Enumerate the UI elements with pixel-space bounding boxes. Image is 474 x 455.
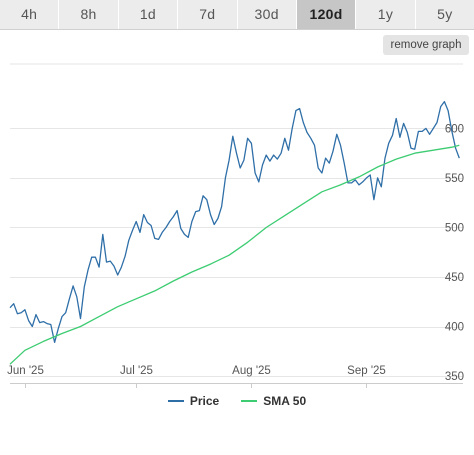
y-tick-label-450: 450 (445, 272, 464, 284)
legend-item-price[interactable]: Price (167, 394, 220, 408)
y-tick-label-500: 500 (445, 222, 464, 234)
tab-1y[interactable]: 1y (356, 0, 416, 29)
tab-4h[interactable]: 4h (0, 0, 60, 29)
legend-swatch-sma50 (241, 400, 258, 402)
legend-label-price: Price (189, 394, 220, 408)
y-tick-label-600: 600 (445, 123, 464, 135)
tab-120d[interactable]: 120d (296, 0, 357, 29)
price-chart: 350 400 450 500 550 600 Jun '25 Jul '25 Aug '25 S… (7, 63, 464, 388)
y-tick-label-550: 550 (445, 173, 464, 185)
chart-legend: Price SMA 50 (0, 392, 474, 410)
legend-item-sma50[interactable]: SMA 50 (241, 394, 306, 408)
y-tick-label-350: 350 (445, 371, 464, 383)
x-tick-label-0: Jun '25 (7, 365, 44, 377)
tab-7d[interactable]: 7d (178, 0, 238, 29)
legend-swatch-price (167, 400, 184, 402)
tab-8h[interactable]: 8h (59, 0, 119, 29)
x-tick-label-2: Aug '25 (232, 365, 271, 377)
legend-label-sma50: SMA 50 (263, 394, 307, 408)
sma50-line (9, 144, 460, 365)
y-tick-label-400: 400 (445, 322, 464, 334)
remove-graph-button[interactable]: remove graph (383, 35, 469, 55)
tab-30d[interactable]: 30d (237, 0, 297, 29)
x-tick-label-1: Jul '25 (120, 365, 153, 377)
timeframe-tab-bar: 4h 8h 1d 7d 30d 120d 1y 5y (0, 0, 474, 30)
price-line (9, 100, 460, 344)
tab-5y[interactable]: 5y (415, 0, 474, 29)
x-tick-label-3: Sep '25 (347, 365, 386, 377)
tab-1d[interactable]: 1d (118, 0, 179, 29)
